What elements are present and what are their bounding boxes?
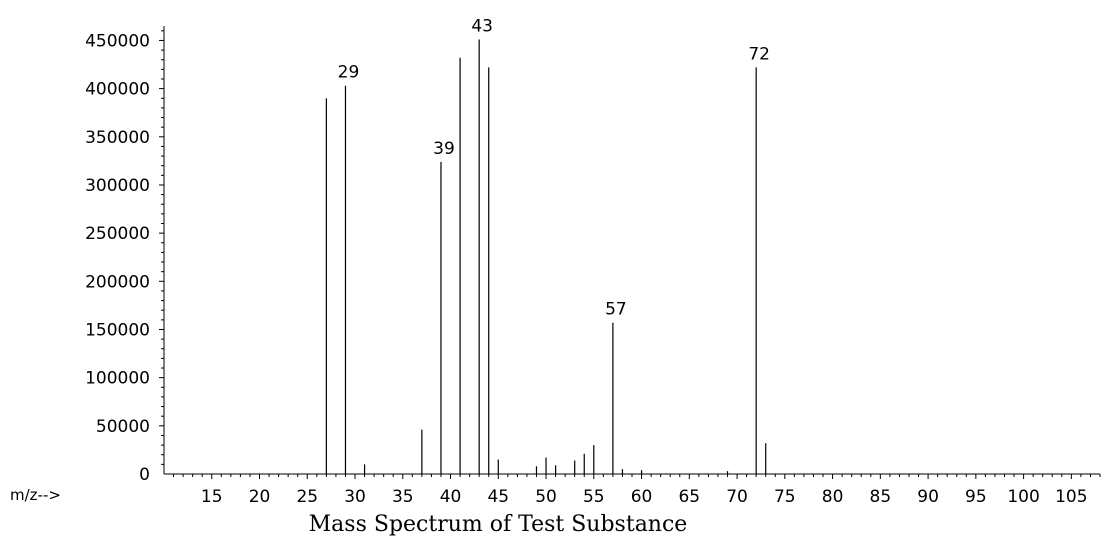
x-tick-label: 90 (917, 487, 939, 507)
x-tick-label: 35 (392, 487, 414, 507)
x-tick-label: 65 (678, 487, 700, 507)
y-tick-label: 300000 (85, 176, 150, 196)
x-tick-label: 100 (1007, 487, 1039, 507)
x-axis-prefix: m/z--> (10, 486, 61, 504)
x-tick-label: 15 (201, 487, 223, 507)
x-axis: 15 20 25 30 35 40 45 50 55 60 65 70 75 80 85 90 95 100 105 (164, 473, 1101, 507)
chart-caption: Mass Spectrum of Test Substance (309, 512, 688, 537)
x-tick-label: 45 (487, 487, 509, 507)
x-tick-label: 105 (1055, 487, 1087, 507)
x-tick-label: 80 (822, 487, 844, 507)
peak-label: 57 (605, 300, 627, 320)
x-tick-label: 95 (965, 487, 987, 507)
y-tick-label: 200000 (85, 272, 150, 292)
y-tick-label: 450000 (85, 31, 150, 51)
x-tick-label: 50 (535, 487, 557, 507)
y-tick-label: 400000 (85, 80, 150, 100)
x-tick-label: 25 (296, 487, 318, 507)
y-tick-label: 350000 (85, 128, 150, 148)
y-axis: 0 50000 100000 150000 200000 250000 300000 3500… (85, 26, 165, 485)
peak-label: 43 (471, 16, 493, 36)
peak-label: 72 (748, 44, 770, 64)
y-tick-label: 250000 (85, 224, 150, 244)
peaks-layer (325, 39, 767, 474)
x-tick-label: 40 (440, 487, 462, 507)
y-tick-label: 0 (139, 465, 150, 485)
x-tick-label: 85 (870, 487, 892, 507)
x-tick-label: 20 (249, 487, 271, 507)
y-tick-label: 100000 (85, 369, 150, 389)
x-tick-label: 75 (774, 487, 796, 507)
y-tick-label: 150000 (85, 320, 150, 340)
x-tick-label: 55 (583, 487, 605, 507)
x-tick-label: 30 (344, 487, 366, 507)
peak-label: 39 (433, 139, 455, 159)
x-tick-label: 70 (726, 487, 748, 507)
peak-label: 29 (338, 63, 360, 83)
peak-labels-layer: 29 39 43 57 72 (338, 16, 770, 319)
x-tick-label: 60 (631, 487, 653, 507)
y-tick-label: 50000 (96, 417, 150, 437)
